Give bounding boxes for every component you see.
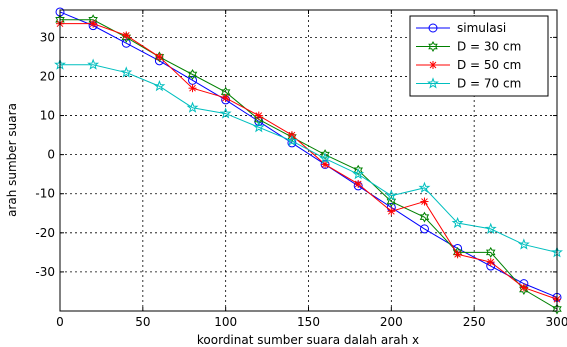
- data-point: [320, 149, 330, 161]
- y-tick-label: -20: [35, 226, 55, 240]
- legend: simulasi D = 30 cm D = 50 cm D = 70 cm: [409, 15, 549, 97]
- data-point: [419, 224, 429, 234]
- legend-label: D = 50 cm: [457, 58, 521, 72]
- data-point: [352, 167, 365, 180]
- data-point: [155, 52, 164, 61]
- data-point: [122, 31, 131, 40]
- data-point: [153, 79, 166, 92]
- x-tick-label: 200: [380, 315, 403, 329]
- x-tick-label: 50: [135, 315, 150, 329]
- series-3: [54, 58, 563, 258]
- x-tick-label: 150: [297, 315, 320, 329]
- legend-label: D = 70 cm: [457, 77, 521, 91]
- data-point: [486, 258, 495, 267]
- legend-marker: [429, 61, 437, 69]
- y-tick-label: 0: [47, 148, 55, 162]
- data-point: [285, 134, 298, 147]
- data-point: [385, 189, 398, 201]
- data-point: [418, 181, 431, 193]
- y-tick-label: 10: [40, 109, 55, 123]
- data-point: [387, 207, 396, 216]
- grid-lines: [60, 10, 557, 311]
- legend-item: D = 70 cm: [416, 77, 521, 91]
- data-point: [484, 222, 497, 234]
- y-axis-label: arah sumber suara: [5, 103, 19, 217]
- legend-marker: [428, 23, 438, 33]
- legend-marker: [428, 41, 438, 52]
- series-line: [60, 19, 558, 310]
- data-point: [420, 197, 429, 206]
- x-tick-label: 0: [56, 315, 64, 329]
- data-point: [451, 216, 464, 229]
- data-point: [187, 69, 198, 80]
- series-layer: [54, 7, 563, 315]
- data-point: [89, 19, 98, 28]
- data-point: [354, 179, 363, 188]
- legend-marker: [427, 77, 439, 89]
- data-point: [186, 101, 199, 113]
- data-point: [252, 121, 265, 133]
- x-axis-label: koordinat sumber suara dalah arah x: [197, 333, 419, 347]
- legend-item: D = 30 cm: [416, 40, 521, 54]
- legend-item: simulasi: [416, 21, 506, 35]
- x-tick-label: 250: [463, 315, 486, 329]
- data-point: [386, 196, 397, 208]
- data-point: [552, 303, 562, 315]
- y-tick-label: 30: [40, 30, 55, 44]
- data-point: [188, 84, 197, 93]
- x-tick-label: 100: [214, 315, 237, 329]
- legend-item: D = 50 cm: [416, 58, 521, 72]
- data-point: [517, 238, 530, 250]
- data-point: [254, 113, 264, 125]
- legend-label: D = 30 cm: [457, 40, 521, 54]
- y-tick-label: -10: [35, 187, 55, 201]
- data-point: [419, 211, 430, 223]
- data-point: [219, 107, 232, 119]
- data-point: [453, 250, 462, 259]
- data-point: [120, 66, 133, 78]
- series-line: [60, 64, 558, 253]
- data-point: [87, 58, 100, 70]
- y-tick-label: -30: [35, 265, 55, 279]
- data-point: [254, 111, 263, 120]
- data-point: [221, 93, 230, 102]
- x-tick-label: 300: [546, 315, 567, 329]
- legend-box: [409, 15, 549, 97]
- series-line: [59, 11, 558, 298]
- y-tick-label: 20: [40, 69, 55, 83]
- data-point: [319, 152, 332, 164]
- legend-label: simulasi: [457, 21, 506, 35]
- data-point: [519, 283, 528, 292]
- data-point: [485, 246, 496, 258]
